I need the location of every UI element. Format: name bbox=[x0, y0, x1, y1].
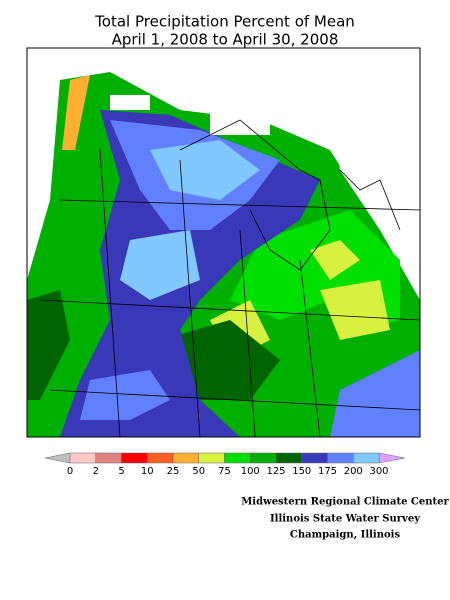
legend-swatch bbox=[250, 452, 277, 464]
legend-tick-label: 25 bbox=[167, 466, 180, 477]
legend-tick-label: 10 bbox=[141, 466, 154, 477]
subtitle: April 1, 2008 to April 30, 2008 bbox=[112, 31, 339, 49]
legend-tick-label: 100 bbox=[241, 466, 260, 477]
legend-swatch bbox=[224, 452, 251, 464]
legend-tick-label: 125 bbox=[266, 466, 285, 477]
legend-tick-label: 0 bbox=[67, 466, 73, 477]
legend-tick-label: 75 bbox=[218, 466, 231, 477]
legend-swatch bbox=[147, 452, 174, 464]
legend-tick-label: 5 bbox=[118, 466, 124, 477]
legend-swatch bbox=[121, 452, 148, 464]
legend-swatch bbox=[198, 452, 225, 464]
legend-swatch bbox=[327, 452, 354, 464]
map-frame bbox=[26, 47, 421, 438]
legend-tick-label: 2 bbox=[93, 466, 99, 477]
map bbox=[27, 48, 420, 437]
credit: Midwestern Regional Climate Center bbox=[241, 497, 449, 508]
legend-swatch bbox=[301, 452, 328, 464]
legend-above bbox=[378, 452, 406, 464]
legend-swatch bbox=[275, 452, 302, 464]
legend-tick-label: 50 bbox=[192, 466, 205, 477]
legend-swatch bbox=[353, 452, 380, 464]
legend-swatch bbox=[69, 452, 96, 464]
legend-swatch bbox=[95, 452, 122, 464]
legend-tick-label: 150 bbox=[292, 466, 311, 477]
legend-swatch bbox=[172, 452, 199, 464]
legend-below bbox=[44, 452, 71, 464]
credit: Illinois State Water Survey bbox=[270, 514, 421, 525]
legend-tick-label: 300 bbox=[369, 466, 388, 477]
legend-tick-label: 175 bbox=[318, 466, 337, 477]
legend: 0 2 5 10 25 50 75 100 125 150 175 200 300 bbox=[44, 452, 406, 477]
credit: Champaign, Illinois bbox=[290, 530, 401, 541]
title: Total Precipitation Percent of Mean bbox=[94, 13, 355, 31]
legend-tick-label: 200 bbox=[344, 466, 363, 477]
